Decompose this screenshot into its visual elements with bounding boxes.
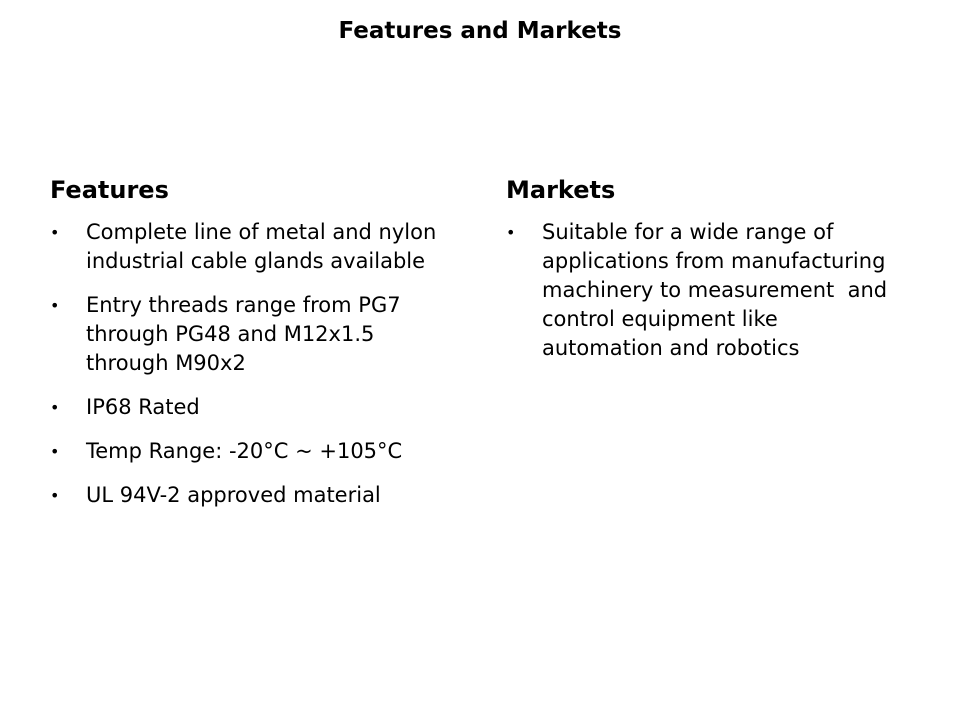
bullet-icon: • bbox=[50, 296, 60, 315]
feature-item: • Temp Range: -20°C ~ +105°C bbox=[50, 437, 450, 466]
features-column: Features • Complete line of metal and nyl… bbox=[50, 176, 450, 525]
feature-item: • UL 94V-2 approved material bbox=[50, 481, 450, 510]
slide-title: Features and Markets bbox=[338, 18, 622, 44]
feature-item: • Entry threads range from PG7 through PG… bbox=[50, 293, 401, 375]
bullet-icon: • bbox=[50, 486, 60, 505]
bullet-icon: • bbox=[50, 223, 60, 242]
features-heading: Features bbox=[50, 176, 169, 204]
markets-column: Markets • Suitable for a wide range of ap… bbox=[506, 176, 896, 378]
feature-item: • IP68 Rated bbox=[50, 393, 450, 422]
bullet-icon: • bbox=[50, 398, 60, 417]
bullet-icon: • bbox=[506, 223, 516, 242]
markets-heading: Markets bbox=[506, 176, 616, 204]
feature-item: • Complete line of metal and nylon indust… bbox=[50, 220, 437, 273]
market-item: • Suitable for a wide range of applicatio… bbox=[506, 220, 894, 360]
bullet-icon: • bbox=[50, 442, 60, 461]
